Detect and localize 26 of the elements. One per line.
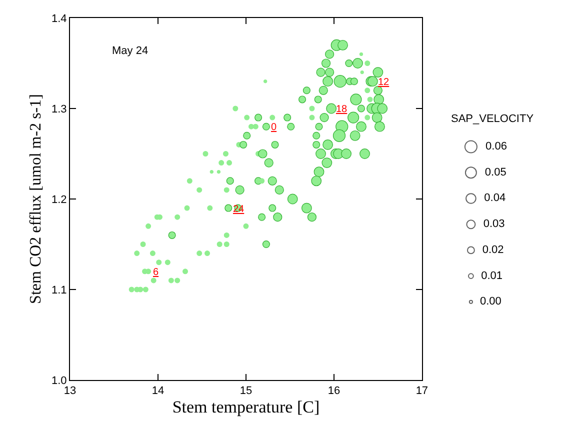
- x-axis-title: Stem temperature [C]: [172, 398, 320, 417]
- annotation: 18: [336, 104, 348, 115]
- y-tick-label: 1.0: [52, 374, 67, 387]
- x-tick-label: 13: [64, 385, 76, 398]
- y-axis-title: Stem CO2 efflux [umol m-2 s-1]: [27, 94, 44, 304]
- y-tick-label: 1.3: [52, 103, 67, 116]
- y-tick-label: 1.4: [52, 12, 67, 25]
- legend-label: 0.00: [474, 296, 502, 308]
- legend-label: 0.01: [475, 270, 503, 282]
- annotation: 0: [271, 122, 277, 133]
- legend-title: SAP_VELOCITY: [451, 113, 534, 125]
- x-tick-label: 14: [152, 385, 164, 398]
- x-tick-label: 16: [328, 385, 340, 398]
- y-tick-label: 1.2: [52, 194, 67, 206]
- legend-label: 0.06: [479, 140, 507, 153]
- annotation: May 24: [112, 45, 148, 57]
- annotation: 24: [233, 204, 245, 215]
- annotation: 6: [153, 267, 159, 278]
- legend-label: 0.05: [478, 166, 506, 178]
- y-tick-label: 1.1: [52, 284, 67, 296]
- legend-label: 0.03: [477, 218, 505, 230]
- annotation: 12: [378, 77, 390, 88]
- x-tick-label: 17: [416, 385, 428, 398]
- legend-label: 0.04: [478, 192, 506, 204]
- legend-label: 0.02: [476, 244, 504, 256]
- x-tick-label: 15: [240, 385, 252, 398]
